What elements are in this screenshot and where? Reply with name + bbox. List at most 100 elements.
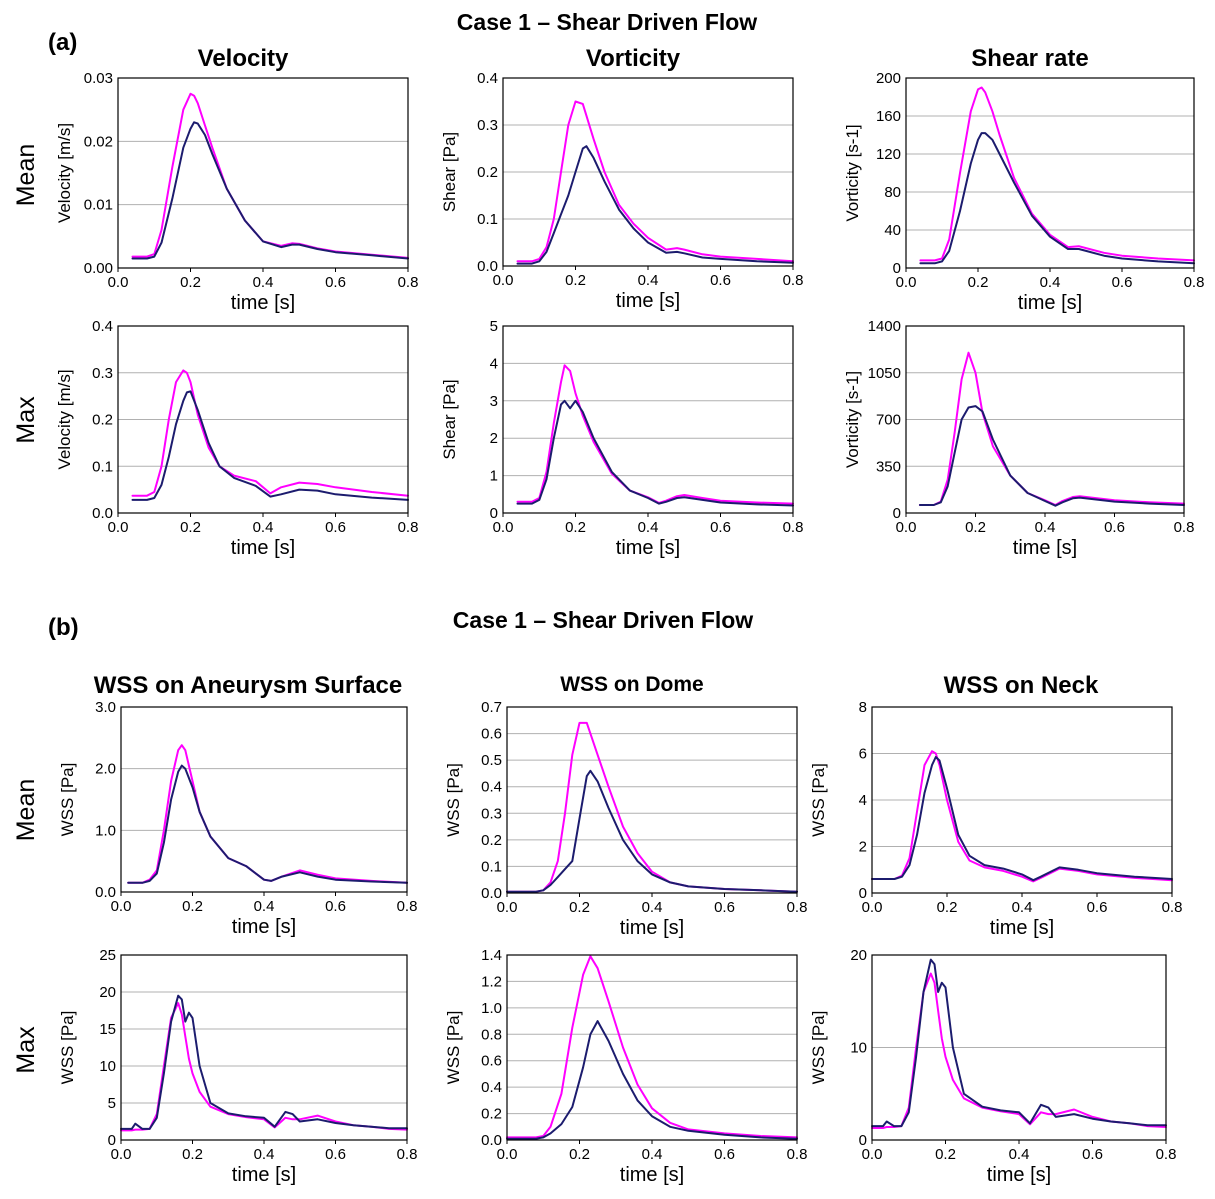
- x-axis-label: time [s]: [620, 1164, 684, 1186]
- panel-a-label: (a): [48, 29, 77, 56]
- x-tick-label: 0.4: [638, 519, 659, 536]
- y-tick-label: 0.0: [95, 884, 116, 901]
- chart-3: 0 40 80 120 160 200 0.0 0.2 0.4 0.6 0.8 time [s] Vor…: [843, 70, 1204, 314]
- x-axis-label: time [s]: [231, 292, 295, 314]
- x-tick-label: 0.2: [935, 1146, 956, 1163]
- x-tick-label: 0.4: [253, 519, 274, 536]
- y-tick-label: 0.5: [481, 752, 502, 769]
- series-line-1: [871, 958, 1167, 1128]
- y-tick-label: 350: [876, 458, 901, 475]
- series-line-1: [506, 1020, 798, 1140]
- x-tick-label: 0.6: [714, 1146, 735, 1163]
- y-axis-label: WSS [Pa]: [809, 1011, 828, 1085]
- series-line-1: [131, 121, 409, 260]
- y-axis-label: WSS [Pa]: [809, 763, 828, 837]
- y-axis-label: Vorticity [s-1]: [843, 124, 862, 221]
- series-line-2: [127, 744, 408, 884]
- series-line-2: [516, 364, 794, 505]
- y-tick-label: 0: [108, 1132, 116, 1149]
- x-tick-label: 0.0: [896, 274, 917, 291]
- y-tick-label: 10: [99, 1058, 116, 1075]
- series-line-2: [131, 369, 409, 497]
- x-axis-label: time [s]: [990, 917, 1054, 939]
- series-line-2: [871, 972, 1167, 1129]
- x-tick-label: 0.8: [397, 898, 418, 915]
- y-tick-label: 1: [490, 468, 498, 485]
- y-axis-label: Velocity [m/s]: [55, 369, 74, 469]
- y-tick-label: 0.01: [84, 197, 113, 214]
- x-tick-label: 0.4: [253, 274, 274, 291]
- plot-frame: [506, 706, 798, 894]
- x-tick-label: 0.8: [787, 899, 808, 916]
- x-tick-label: 0.2: [182, 1146, 203, 1163]
- plot-frame: [502, 77, 794, 267]
- plot-frame: [506, 954, 798, 1141]
- x-tick-label: 0.4: [642, 1146, 663, 1163]
- x-tick-label: 0.8: [1162, 899, 1183, 916]
- x-tick-label: 0.2: [569, 899, 590, 916]
- y-tick-label: 0.8: [481, 1026, 502, 1043]
- y-tick-label: 3.0: [95, 699, 116, 716]
- y-tick-label: 1.4: [481, 947, 502, 964]
- y-axis-label: WSS [Pa]: [444, 763, 463, 837]
- y-tick-label: 4: [859, 792, 867, 809]
- y-tick-label: 700: [876, 412, 901, 429]
- y-tick-label: 1.0: [481, 1000, 502, 1017]
- panel-b-column-title-3: WSS on Neck: [944, 672, 1099, 699]
- x-tick-label: 0.2: [565, 519, 586, 536]
- plot-frame: [120, 954, 408, 1141]
- x-tick-label: 0.0: [862, 899, 883, 916]
- chart-4: 0.0 0.1 0.2 0.3 0.4 0.0 0.2 0.4 0.6 0.8 time [s] Ve…: [55, 318, 418, 559]
- y-tick-label: 0.0: [481, 1132, 502, 1149]
- x-tick-label: 0.8: [397, 1146, 418, 1163]
- x-tick-label: 0.8: [398, 274, 419, 291]
- series-line-2: [919, 86, 1195, 262]
- x-tick-label: 0.4: [1009, 1146, 1030, 1163]
- series-line-1: [516, 145, 794, 265]
- x-tick-label: 0.0: [896, 519, 917, 536]
- y-tick-label: 120: [876, 146, 901, 163]
- y-tick-label: 80: [884, 184, 901, 201]
- y-tick-label: 0: [859, 1132, 867, 1149]
- y-tick-label: 0.6: [481, 726, 502, 743]
- plot-frame: [871, 954, 1167, 1141]
- series-line-2: [871, 750, 1173, 883]
- y-axis-label: WSS [Pa]: [58, 763, 77, 837]
- x-tick-label: 0.8: [783, 519, 804, 536]
- x-tick-label: 0.0: [497, 899, 518, 916]
- y-tick-label: 1400: [868, 318, 901, 335]
- y-tick-label: 0: [893, 505, 901, 522]
- y-tick-label: 0.2: [92, 412, 113, 429]
- y-tick-label: 1.0: [95, 822, 116, 839]
- y-tick-label: 0.2: [481, 1106, 502, 1123]
- plot-frame: [117, 325, 409, 514]
- y-tick-label: 0: [490, 505, 498, 522]
- y-tick-label: 0.03: [84, 70, 113, 87]
- series-line-2: [120, 1002, 408, 1132]
- plot-frame: [871, 706, 1173, 894]
- x-tick-label: 0.2: [965, 519, 986, 536]
- plot-frame: [502, 325, 794, 514]
- x-tick-label: 0.4: [638, 272, 659, 289]
- y-tick-label: 0.0: [477, 258, 498, 275]
- y-tick-label: 0.7: [481, 699, 502, 716]
- series-line-2: [131, 92, 409, 259]
- x-tick-label: 0.4: [1012, 899, 1033, 916]
- x-tick-label: 0.2: [968, 274, 989, 291]
- series-line-1: [506, 769, 798, 893]
- x-tick-label: 0.4: [254, 1146, 275, 1163]
- x-tick-label: 0.2: [180, 519, 201, 536]
- chart-8: 0.0 0.1 0.2 0.3 0.4 0.5 0.6 0.7 0.0 0.2 0.4 0.6 0.8 t…: [444, 699, 807, 939]
- y-axis-label: Shear [Pa]: [440, 379, 459, 459]
- x-tick-label: 0.0: [111, 1146, 132, 1163]
- x-axis-label: time [s]: [987, 1164, 1051, 1186]
- y-axis-label: Velocity [m/s]: [55, 123, 74, 223]
- y-tick-label: 6: [859, 746, 867, 763]
- y-tick-label: 0.4: [92, 318, 113, 335]
- series-line-1: [131, 390, 409, 501]
- x-axis-label: time [s]: [231, 537, 295, 559]
- y-tick-label: 4: [490, 355, 498, 372]
- x-tick-label: 0.6: [325, 898, 346, 915]
- y-tick-label: 160: [876, 108, 901, 125]
- panel-a-row-label-mean: Mean: [12, 144, 40, 207]
